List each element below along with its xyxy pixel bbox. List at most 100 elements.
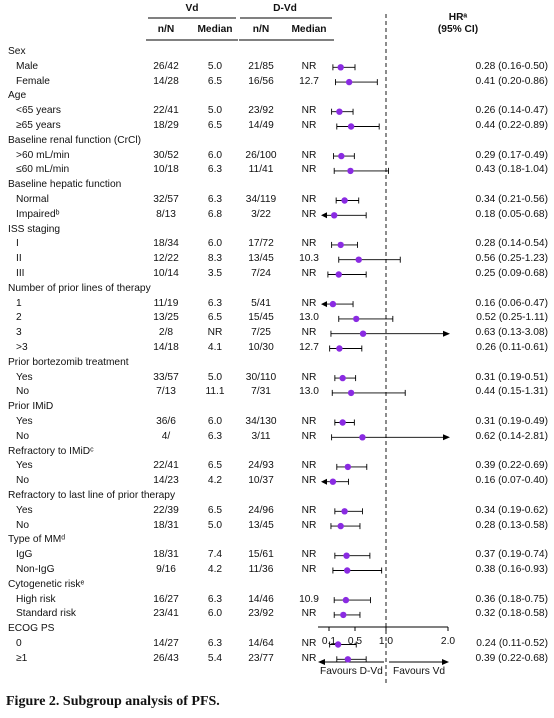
vd-nn-cell: 22/39	[153, 504, 179, 516]
hr-point	[347, 389, 355, 397]
dvd-median-cell: NR	[301, 460, 317, 472]
hr-ci-text: 0.43 (0.18-1.04)	[475, 164, 549, 176]
hr-ci-title: (95% CI)	[437, 24, 479, 35]
subgroup-label: Yes	[16, 416, 33, 427]
subgroup-label: Male	[16, 60, 39, 72]
dvd-median-cell: NR	[301, 238, 317, 250]
dvd-nn-cell: 23/77	[248, 652, 274, 664]
vd-nn-cell: 33/57	[153, 371, 179, 383]
x-tick-label-1: 0.5	[347, 636, 363, 647]
dvd-median-cell: NR	[301, 652, 317, 664]
vd-median-cell: 5.4	[207, 652, 223, 664]
vd-median-cell: 6.0	[207, 238, 223, 250]
vd-nn-cell: 23/41	[153, 608, 179, 620]
subgroup-header: Age	[8, 90, 27, 102]
hr-point	[336, 108, 343, 115]
subgroup-label: No	[16, 386, 30, 398]
dvd-median-cell: NR	[301, 268, 317, 279]
ci-left-arrowhead	[321, 478, 327, 485]
subgroup-label: II	[16, 253, 22, 265]
subgroup-label: Non-IgG	[16, 564, 55, 575]
dvd-median-cell: NR	[301, 371, 317, 383]
vd-median-cell: 6.3	[207, 638, 223, 649]
vd-median-cell: 4.2	[207, 564, 223, 575]
dvd-median-cell: NR	[301, 327, 317, 339]
subgroup-label: Female	[16, 75, 50, 87]
dvd-nn-cell: 16/56	[248, 75, 274, 87]
hr-point	[329, 300, 337, 308]
dvd-median-cell: NR	[301, 430, 317, 442]
hr-point	[329, 478, 337, 485]
vd-nn-cell: 18/29	[153, 120, 179, 131]
figure-caption: Figure 2. Subgroup analysis of PFS.	[6, 694, 220, 709]
dvd-nn-cell: 15/61	[248, 549, 274, 561]
vd-nn-cell: 16/27	[153, 593, 179, 605]
col-header-vd-median: Median	[197, 24, 233, 35]
dvd-median-cell: NR	[301, 549, 317, 561]
dvd-median-cell: NR	[301, 194, 317, 205]
vd-median-cell: 7.4	[207, 549, 223, 561]
hr-point	[342, 596, 350, 604]
subgroup-label: III	[16, 268, 25, 279]
dvd-median-cell: NR	[301, 519, 317, 531]
subgroup-header: Prior IMiD	[8, 401, 54, 413]
vd-nn-cell: 13/25	[153, 312, 179, 324]
vd-nn-cell: 9/16	[156, 564, 176, 575]
vd-median-cell: 6.3	[207, 430, 223, 442]
subgroup-label: Impairedᵇ	[16, 208, 60, 220]
hr-point	[355, 256, 362, 263]
hr-point	[334, 641, 342, 648]
dvd-median-cell: 10.3	[299, 253, 319, 265]
hr-point	[337, 241, 344, 249]
dvd-nn-cell: 24/93	[248, 460, 274, 472]
subgroup-label: Normal	[16, 194, 49, 205]
dvd-nn-cell: 10/30	[248, 342, 274, 353]
subgroup-label: <65 years	[16, 105, 62, 117]
hr-point	[340, 611, 347, 619]
vd-median-cell: 4.2	[207, 475, 223, 487]
dvd-nn-cell: 34/119	[245, 194, 277, 205]
hr-ci-text: 0.62 (0.14-2.81)	[475, 430, 549, 442]
vd-median-cell: 6.0	[207, 149, 223, 161]
hr-point	[338, 152, 345, 160]
subgroup-label: 2	[16, 312, 22, 324]
vd-nn-cell: 14/23	[153, 475, 179, 487]
dvd-median-cell: 13.0	[299, 386, 319, 398]
subgroup-label: No	[16, 519, 30, 531]
dvd-nn-cell: 23/92	[248, 608, 274, 620]
subgroup-header: Sex	[8, 46, 26, 57]
subgroup-label: ≥1	[16, 652, 28, 664]
hr-point	[335, 271, 342, 278]
subgroup-label: >60 mL/min	[16, 149, 70, 161]
subgroup-label: 0	[16, 638, 22, 649]
vd-nn-cell: 14/27	[153, 638, 179, 649]
vd-nn-cell: 22/41	[153, 460, 179, 472]
dvd-median-cell: NR	[301, 564, 317, 575]
dvd-nn-cell: 23/92	[248, 105, 274, 117]
dvd-median-cell: NR	[301, 504, 317, 516]
dvd-nn-cell: 5/41	[251, 297, 271, 309]
subgroup-label: Standard risk	[16, 608, 77, 620]
dvd-nn-cell: 24/96	[248, 504, 274, 516]
subgroup-header: Baseline renal function (CrCl)	[8, 134, 142, 146]
subgroup-label: >3	[16, 342, 28, 353]
subgroup-label: Yes	[16, 504, 33, 516]
vd-nn-cell: 18/31	[153, 549, 179, 561]
col-header-dvd-nn: n/N	[252, 24, 270, 35]
hr-point	[344, 463, 352, 471]
dvd-nn-cell: 14/49	[248, 120, 274, 131]
dvd-nn-cell: 17/72	[248, 238, 274, 250]
vd-nn-cell: 7/13	[156, 386, 176, 398]
vd-median-cell: 6.8	[207, 208, 223, 220]
hr-point	[353, 315, 360, 323]
hr-ci-text: 0.25 (0.09-0.68)	[475, 268, 549, 279]
group-header-dvd: D-Vd	[273, 3, 297, 14]
dvd-median-cell: NR	[301, 475, 317, 487]
dvd-nn-cell: 13/45	[248, 519, 274, 531]
dvd-nn-cell: 11/41	[248, 164, 274, 176]
vd-nn-cell: 18/34	[153, 238, 179, 250]
dvd-nn-cell: 26/100	[245, 149, 277, 161]
dvd-median-cell: NR	[301, 608, 317, 620]
ci-left-arrowhead	[321, 301, 327, 308]
